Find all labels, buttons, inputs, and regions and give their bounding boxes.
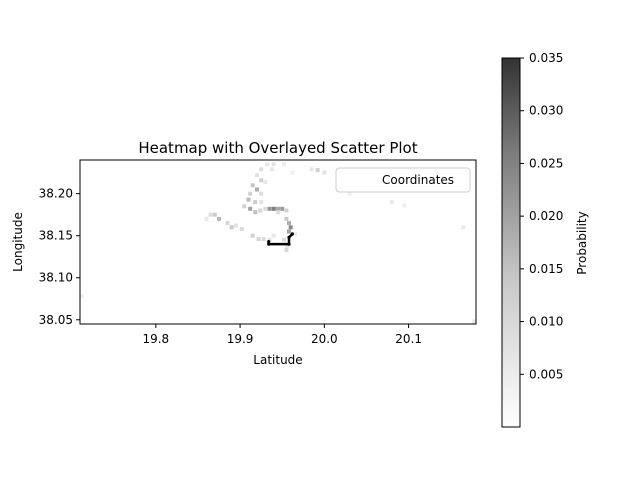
- heatmap-cell: [250, 233, 255, 238]
- heatmap-cell: [389, 200, 394, 205]
- legend: Coordinates: [335, 167, 471, 193]
- heatmap-cell: [292, 232, 297, 236]
- heatmap-cell: [239, 227, 244, 231]
- heatmap-cell: [259, 191, 264, 196]
- x-axis-label: Latitude: [253, 353, 302, 367]
- heatmap-cell: [208, 212, 213, 217]
- y-tick-label: 38.10: [39, 271, 73, 285]
- heatmap-cell: [253, 210, 258, 215]
- heatmap-cell: [246, 197, 251, 202]
- heatmap-cell: [287, 221, 291, 226]
- y-axis-ticks: 38.05 38.10 38.15 38.20: [39, 187, 80, 327]
- scatter-point: [287, 242, 291, 246]
- heatmap-cell: [229, 225, 234, 230]
- heatmap-cell: [402, 203, 407, 208]
- colorbar-tick-label: 0.015: [529, 262, 563, 276]
- x-tick-label: 20.1: [395, 332, 422, 346]
- heatmap-cell: [347, 191, 352, 196]
- heatmap-cell: [259, 167, 264, 172]
- heatmap-cell: [248, 191, 253, 196]
- heatmap-cell: [322, 170, 327, 175]
- heatmap-cell: [276, 210, 280, 215]
- colorbar-ticks: 0.005 0.010 0.015 0.020 0.025 0.030 0.035: [520, 51, 563, 381]
- heatmap-cell: [225, 221, 230, 226]
- x-tick-label: 19.8: [142, 332, 169, 346]
- heatmap-cell: [250, 183, 255, 188]
- heatmap-cell: [259, 178, 264, 183]
- scatter-point: [267, 242, 271, 246]
- heatmap-cell: [276, 206, 280, 211]
- heatmap-cell: [261, 237, 266, 242]
- heatmap-cell: [263, 179, 268, 184]
- heatmap-cell: [255, 173, 259, 178]
- scatter-point: [290, 232, 294, 236]
- heatmap-cell: [280, 206, 285, 211]
- heatmap-cell: [265, 162, 270, 167]
- heatmap-cell: [271, 233, 276, 238]
- scatter-point: [267, 240, 271, 244]
- x-axis-ticks: 19.8 19.9 20.0 20.1: [142, 324, 422, 346]
- heatmap-cell: [271, 206, 276, 211]
- colorbar-tick-label: 0.005: [529, 367, 563, 381]
- heatmap-cells: [80, 162, 476, 324]
- legend-box: [335, 167, 471, 193]
- colorbar-tick-label: 0.010: [529, 315, 563, 329]
- heatmap-cell: [204, 216, 209, 221]
- y-axis-label: Longitude: [11, 212, 25, 272]
- heatmap-cell: [256, 237, 261, 242]
- colorbar-tick-label: 0.030: [529, 104, 563, 118]
- heatmap-cell: [253, 200, 258, 205]
- x-tick-label: 20.0: [311, 332, 338, 346]
- colorbar-tick-label: 0.035: [529, 51, 563, 65]
- colorbar: [501, 57, 521, 428]
- heatmap-cell: [258, 208, 263, 213]
- heatmap-cell: [248, 206, 253, 211]
- heatmap-cell: [281, 162, 286, 167]
- colorbar-tick-label: 0.025: [529, 156, 563, 170]
- heatmap-cell: [287, 229, 291, 234]
- y-tick-label: 38.15: [39, 229, 73, 243]
- heatmap-cell: [267, 206, 272, 211]
- y-tick-label: 38.05: [39, 313, 73, 327]
- plot-frame: [79, 159, 477, 325]
- colorbar-label: Probability: [575, 211, 589, 274]
- colorbar-tick-label: 0.020: [529, 209, 563, 223]
- y-tick-label: 38.20: [39, 187, 73, 201]
- heatmap-cell: [270, 167, 275, 172]
- heatmap-cell: [290, 170, 295, 175]
- heatmap-cell: [263, 206, 268, 211]
- chart-title: Heatmap with Overlayed Scatter Plot: [138, 139, 417, 157]
- x-tick-label: 19.9: [227, 332, 254, 346]
- heatmap-cell: [284, 248, 289, 252]
- heatmap-cell: [288, 225, 293, 230]
- heatmap-cell: [285, 243, 290, 248]
- heatmap-cell: [472, 319, 476, 324]
- heatmap-cell: [284, 216, 289, 221]
- scatter-series: [267, 232, 294, 246]
- heatmap-cell: [284, 208, 289, 213]
- scatter-point: [287, 235, 291, 239]
- heatmap-cell: [259, 200, 264, 205]
- heatmap-cell: [233, 223, 238, 228]
- heatmap-cell: [217, 216, 221, 221]
- heatmap-cell: [461, 225, 466, 230]
- heatmap-cell: [315, 168, 320, 173]
- heatmap-cell: [281, 237, 286, 242]
- legend-entry: Coordinates: [382, 173, 454, 187]
- heatmap-cell: [271, 162, 276, 167]
- heatmap-cell: [242, 204, 247, 209]
- heatmap-cell: [212, 212, 217, 217]
- heatmap-cell: [80, 294, 84, 299]
- heatmap-cell: [309, 167, 314, 172]
- heatmap-cell: [267, 237, 272, 242]
- heatmap-cell: [255, 187, 259, 192]
